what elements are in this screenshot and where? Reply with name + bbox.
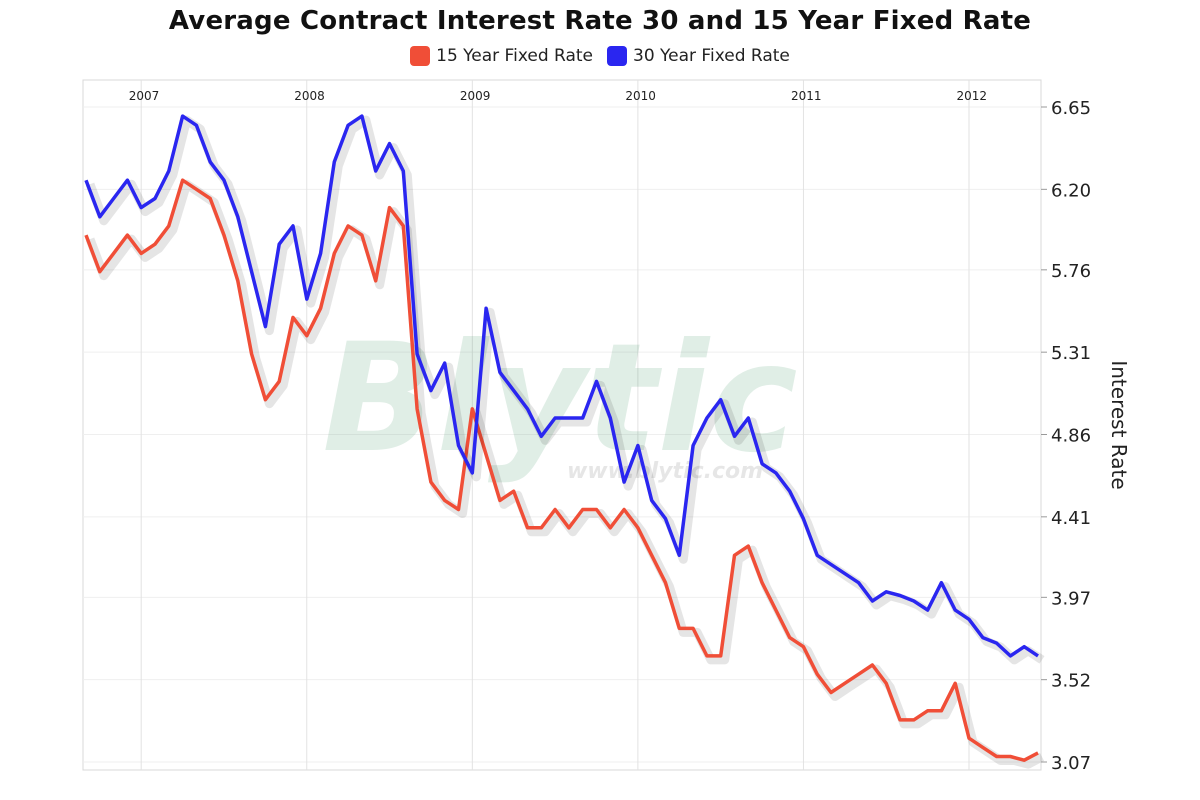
grid-layer — [83, 80, 1041, 770]
legend-label-15-year: 15 Year Fixed Rate — [436, 46, 593, 66]
x-tick-label: 2012 — [957, 89, 988, 103]
y-tick-label: 4.41 — [1051, 508, 1091, 529]
series-line-30-year — [84, 114, 1039, 658]
legend: 15 Year Fixed Rate 30 Year Fixed Rate — [0, 46, 1200, 66]
legend-swatch-30-year — [607, 46, 627, 66]
x-tick-label: 2009 — [460, 89, 491, 103]
x-axis-ticks: 2007 2008 2009 2010 2011 2012 — [129, 89, 987, 103]
series-layer — [84, 114, 1045, 769]
series-line-15-year — [84, 178, 1039, 762]
legend-item-15-year[interactable]: 15 Year Fixed Rate — [410, 46, 593, 66]
y-axis-ticks: 6.65 6.20 5.76 5.31 4.86 4.41 3.97 3.52 3.07 — [1041, 98, 1091, 774]
y-tick-label: 3.52 — [1051, 671, 1091, 692]
legend-label-30-year: 30 Year Fixed Rate — [633, 46, 790, 66]
x-tick-label: 2010 — [625, 89, 656, 103]
y-tick-label: 6.65 — [1051, 98, 1091, 119]
y-axis-label: Interest Rate — [1107, 360, 1131, 489]
y-tick-label: 4.86 — [1051, 426, 1091, 447]
legend-item-30-year[interactable]: 30 Year Fixed Rate — [607, 46, 790, 66]
y-tick-label: 3.97 — [1051, 588, 1091, 609]
x-tick-label: 2007 — [129, 89, 160, 103]
x-tick-label: 2008 — [294, 89, 325, 103]
legend-swatch-15-year — [410, 46, 431, 66]
series-shadow — [85, 115, 1045, 665]
svg-text:Blytic: Blytic — [322, 312, 798, 486]
y-tick-label: 3.07 — [1051, 753, 1091, 774]
x-tick-label: 2011 — [791, 89, 822, 103]
watermark-logo: Blytic www.blytic.com — [322, 312, 798, 486]
y-tick-label: 6.20 — [1051, 180, 1091, 201]
y-tick-label: 5.76 — [1051, 261, 1091, 282]
plot-area — [82, 79, 1042, 771]
y-tick-label: 5.31 — [1051, 343, 1091, 364]
svg-text:www.blytic.com: www.blytic.com — [567, 459, 763, 484]
chart-title: Average Contract Interest Rate 30 and 15… — [168, 6, 1032, 36]
